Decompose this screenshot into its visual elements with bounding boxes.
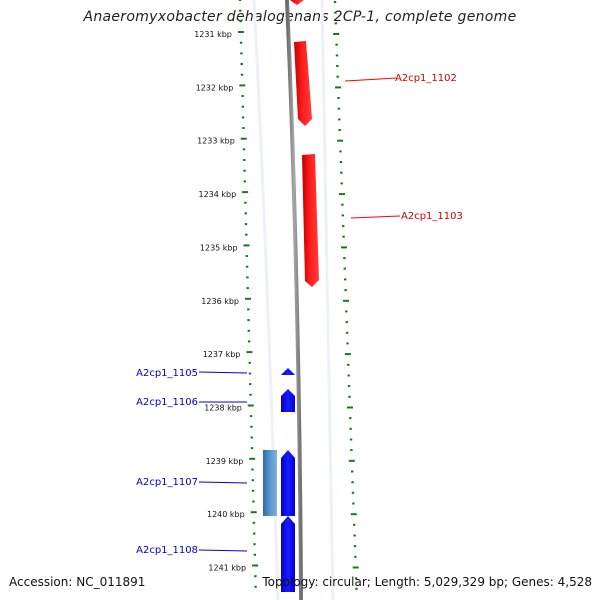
- gene-label-a2cp1-1105[interactable]: A2cp1_1105: [136, 368, 198, 379]
- kbp-label: 1234 kbp: [198, 190, 236, 199]
- kbp-label: 1235 kbp: [200, 243, 238, 252]
- ruler-labels: 1231 kbp 1232 kbp 1233 kbp 1234 kbp 1235 kbp…: [194, 30, 246, 573]
- genome-title: Anaeromyxobacter dehalogenans 2CP-1, com…: [83, 9, 517, 25]
- gene-arrow-a2cp1-1107[interactable]: [281, 450, 295, 516]
- kbp-label: 1239 kbp: [206, 457, 244, 466]
- feature-bar[interactable]: [263, 450, 277, 516]
- gene-label-a2cp1-1107[interactable]: A2cp1_1107: [136, 477, 198, 488]
- gene-label-a2cp1-1108[interactable]: A2cp1_1108: [136, 545, 198, 556]
- genome-summary: Topology: circular; Length: 5,029,329 bp…: [262, 575, 592, 589]
- leader-a2cp1-1103: [350, 215, 401, 219]
- kbp-label: 1237 kbp: [203, 350, 241, 359]
- kbp-label: 1231 kbp: [194, 30, 232, 39]
- gene-label-a2cp1-1106[interactable]: A2cp1_1106: [136, 397, 198, 408]
- genome-backbone: [285, 0, 303, 600]
- leader-a2cp1-1108: [198, 549, 248, 552]
- gene-label-a2cp1-1102[interactable]: A2cp1_1102: [395, 73, 457, 84]
- gene-arrow-partial[interactable]: [290, 0, 304, 5]
- kbp-label: 1238 kbp: [204, 403, 242, 412]
- leader-a2cp1-1107: [198, 481, 248, 484]
- kbp-label: 1233 kbp: [197, 137, 235, 146]
- gene-arrow-a2cp1-1105[interactable]: [281, 368, 295, 375]
- kbp-label: 1241 kbp: [208, 564, 246, 573]
- kbp-label: 1232 kbp: [196, 83, 234, 92]
- kbp-label: 1236 kbp: [201, 297, 239, 306]
- ruler-ticks: [237, 0, 359, 590]
- lane-edge-right: [320, 0, 335, 600]
- gene-arrow-a2cp1-1103[interactable]: [302, 154, 319, 287]
- gene-arrow-a2cp1-1102[interactable]: [294, 41, 312, 126]
- kbp-label: 1240 kbp: [207, 510, 245, 519]
- gene-arrow-a2cp1-1106[interactable]: [281, 389, 295, 412]
- leader-a2cp1-1102: [344, 77, 397, 82]
- leader-a2cp1-1105: [198, 371, 248, 374]
- accession-label: Accession: NC_011891: [9, 575, 146, 589]
- gene-arrow-a2cp1-1108[interactable]: [281, 516, 295, 592]
- gene-label-a2cp1-1103[interactable]: A2cp1_1103: [401, 211, 463, 222]
